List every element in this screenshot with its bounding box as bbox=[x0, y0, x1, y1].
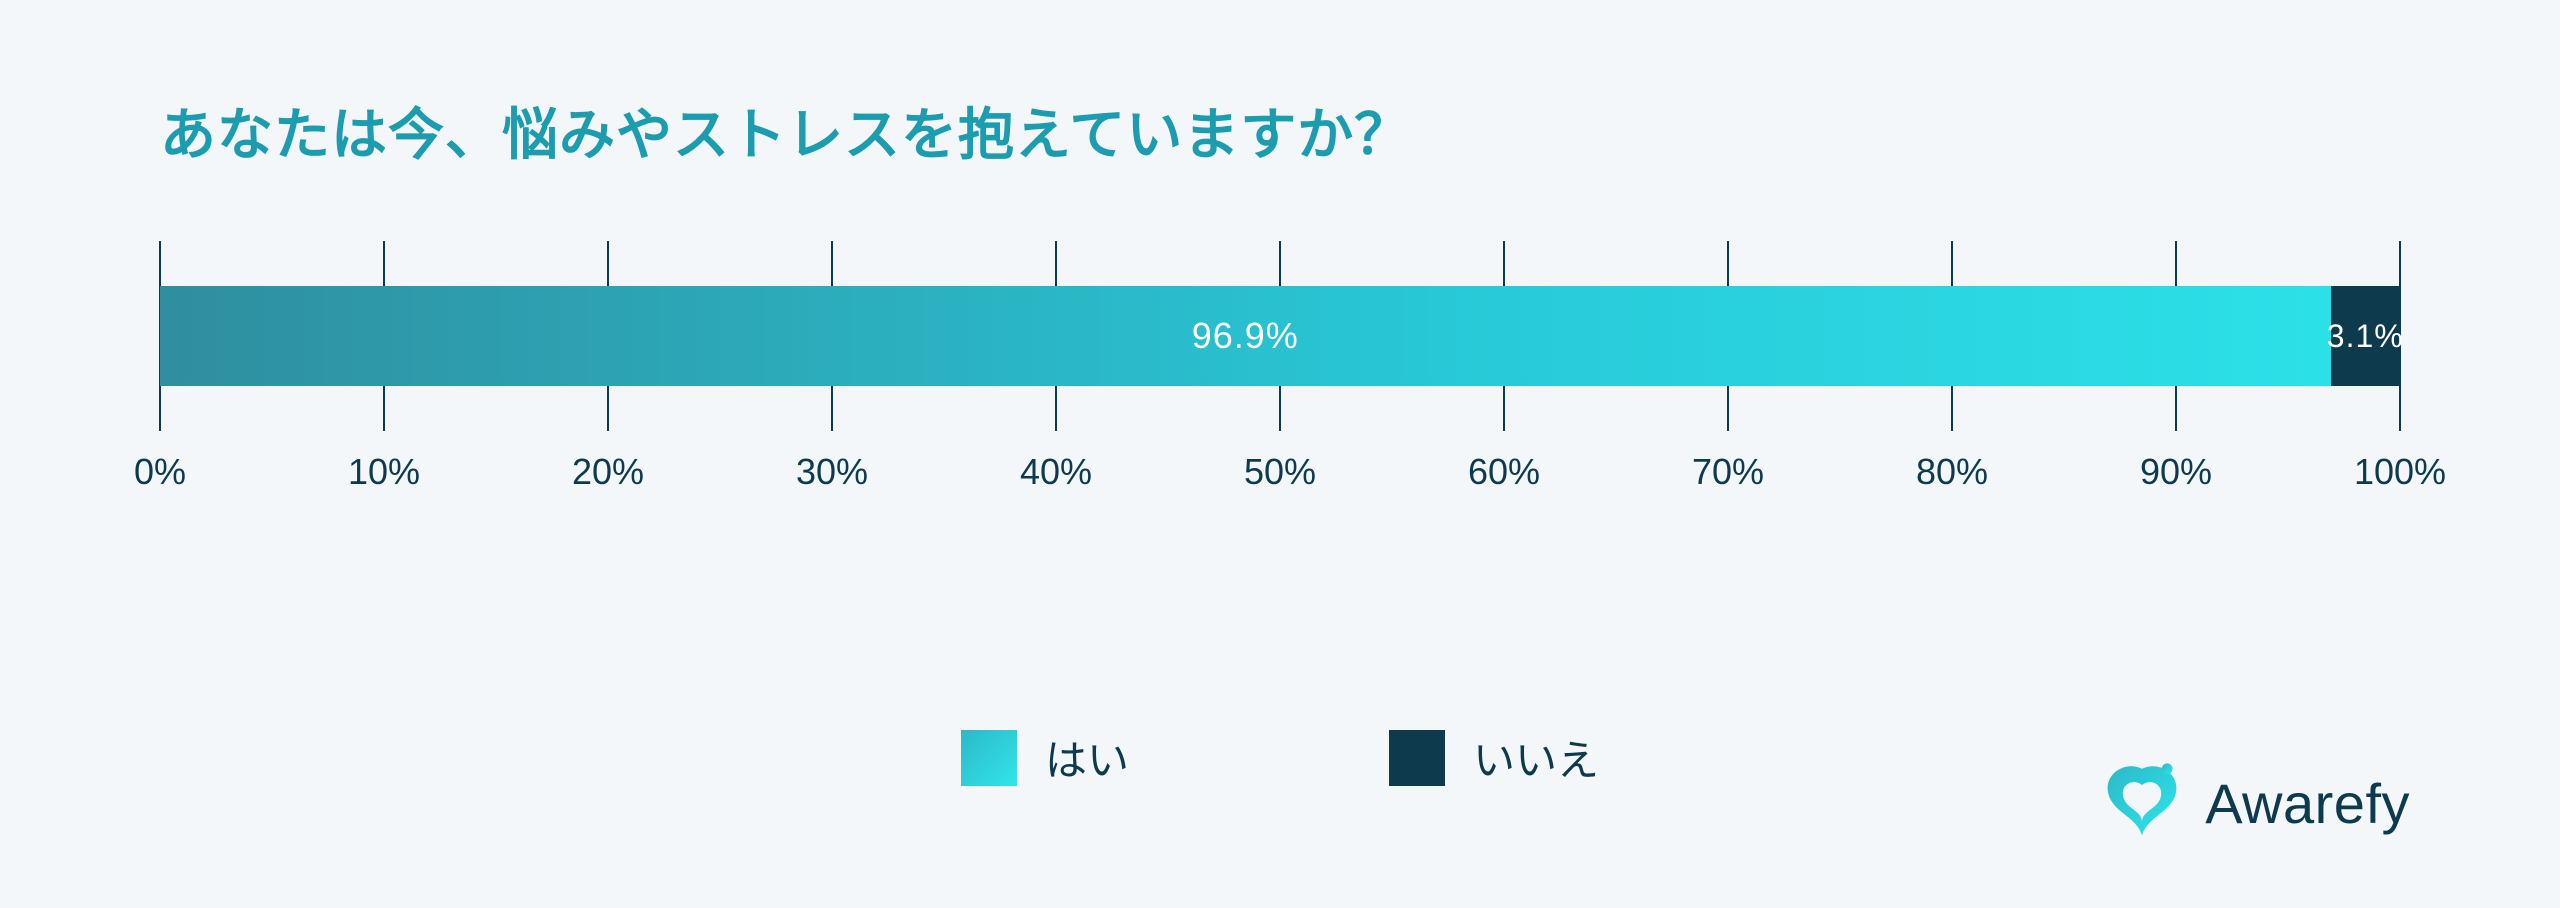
legend-item-yes: はい bbox=[961, 727, 1129, 788]
x-tick-label: 90% bbox=[2140, 451, 2212, 493]
stacked-bar-chart: 96.9% 3.1% 0%10%20%30%40%50%60%70%80%90%… bbox=[160, 241, 2400, 481]
brand-name: Awarefy bbox=[2205, 771, 2410, 836]
segment-no: 3.1% bbox=[2331, 286, 2400, 386]
x-tick-label: 50% bbox=[1244, 451, 1316, 493]
brand-badge: Awarefy bbox=[2097, 758, 2410, 848]
legend-swatch-no bbox=[1389, 730, 1445, 786]
x-tick-label: 60% bbox=[1468, 451, 1540, 493]
infographic-canvas: あなたは今、悩みやストレスを抱えていますか？ 96.9% 3.1% 0%10%2… bbox=[0, 0, 2560, 908]
x-tick-label: 70% bbox=[1692, 451, 1764, 493]
x-tick-label: 30% bbox=[796, 451, 868, 493]
chart-title: あなたは今、悩みやストレスを抱えていますか？ bbox=[160, 90, 2400, 171]
legend-item-no: いいえ bbox=[1389, 727, 1599, 788]
bar-track: 96.9% 3.1% bbox=[160, 286, 2400, 386]
legend-label-yes: はい bbox=[1045, 727, 1129, 788]
x-tick-label: 20% bbox=[572, 451, 644, 493]
legend-swatch-yes bbox=[961, 730, 1017, 786]
segment-yes: 96.9% bbox=[160, 286, 2331, 386]
segment-yes-value: 96.9% bbox=[1192, 315, 1299, 357]
x-tick-label: 80% bbox=[1916, 451, 1988, 493]
x-tick-label: 10% bbox=[348, 451, 420, 493]
x-tick-label: 40% bbox=[1020, 451, 1092, 493]
segment-no-value: 3.1% bbox=[2327, 318, 2404, 355]
x-tick-label: 100% bbox=[2354, 451, 2446, 493]
legend-label-no: いいえ bbox=[1473, 727, 1599, 788]
brand-logo-icon bbox=[2097, 758, 2187, 848]
x-tick-label: 0% bbox=[134, 451, 186, 493]
